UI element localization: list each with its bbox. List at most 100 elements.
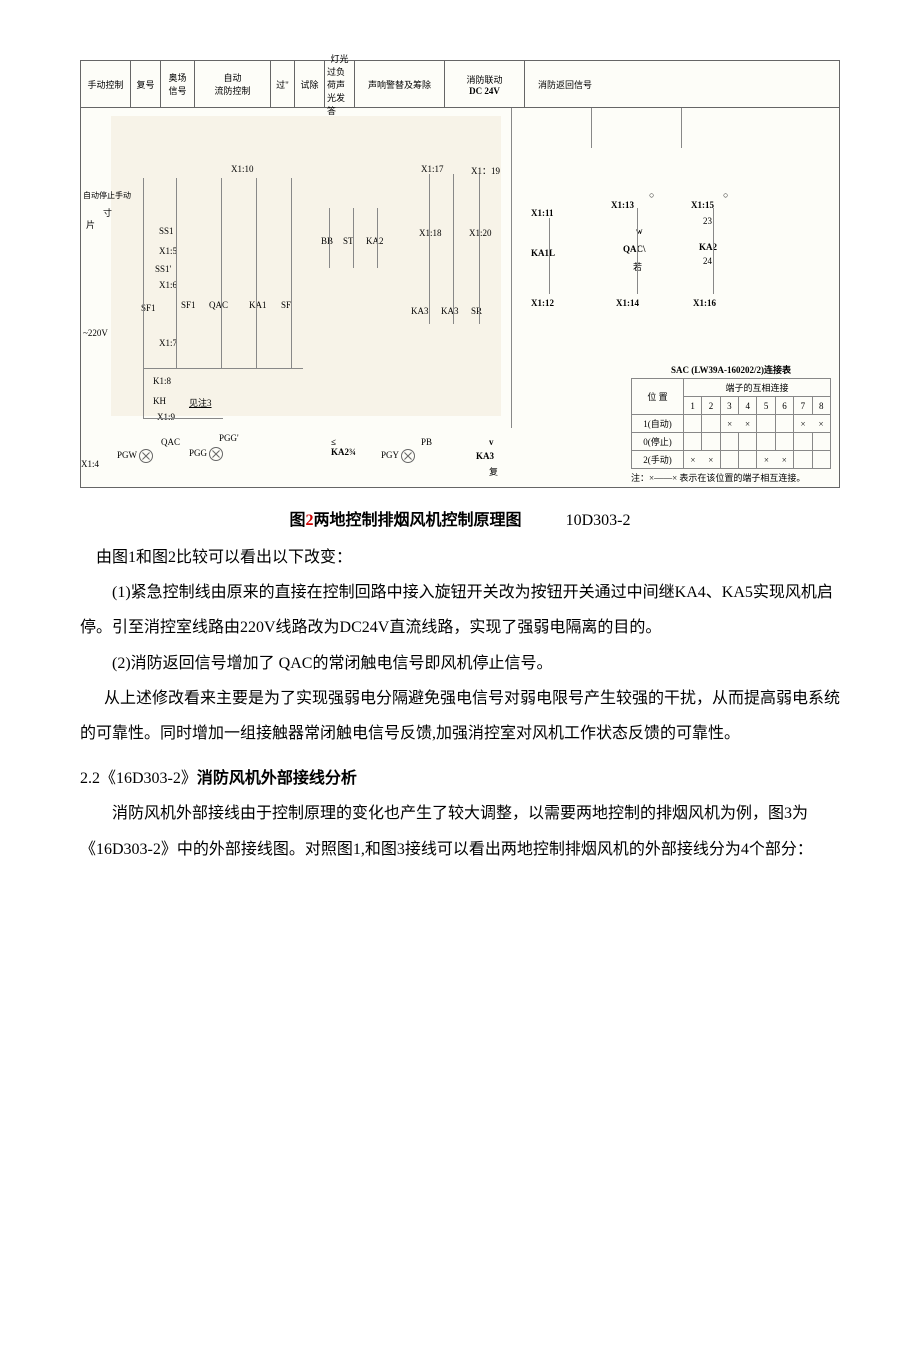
bottom-symbol: QAC [161, 437, 180, 447]
schematic-label: KA1 [249, 300, 267, 310]
schematic-label: X1:15 [691, 200, 714, 210]
schematic-label: QAC\ [623, 244, 646, 254]
schematic-label: X1:18 [419, 228, 442, 238]
header-cell: 复号 [131, 61, 161, 107]
table-header: 位 置 [632, 379, 684, 415]
wire [637, 208, 638, 294]
table-col-header: 3 [720, 397, 738, 415]
heading-prefix: 2.2《16D303-2》 [80, 770, 197, 787]
schematic-label: X1:13 [611, 200, 634, 210]
table-col-header: 4 [739, 397, 757, 415]
lamp-icon [139, 449, 153, 463]
bottom-symbol: KA3 [476, 451, 494, 461]
document-body: 由图1和图2比较可以看出以下改变： (1)紧急控制线由原来的直接在控制回路中接入… [80, 540, 840, 867]
connection-table-title: SAC (LW39A-160202/2)连接表 [631, 363, 831, 376]
header-cell: 奥场信号 [161, 61, 195, 107]
terminal-icon: ○ [723, 190, 728, 200]
figure-code: 10D303-2 [566, 512, 631, 530]
bottom-symbol: PGW [117, 449, 153, 463]
header-cell: 试除 [295, 61, 325, 107]
document-page: 手动控制复号奥场信号自动流防控制过"试除灯光过负荷声光发答声响警替及筹除消防联动… [0, 0, 920, 927]
table-cell: × [794, 415, 812, 433]
header-cell: 过" [271, 61, 295, 107]
bottom-symbol: PGY [381, 449, 415, 463]
wire [713, 208, 714, 294]
schematic-label: X1:7 [159, 338, 177, 348]
schematic-label: X1:10 [231, 164, 254, 174]
divider [591, 108, 592, 148]
schematic-label: SF [281, 300, 291, 310]
schematic-label: KH [153, 396, 166, 406]
figure-number: 2 [306, 512, 314, 529]
schematic-label: KA3 [441, 306, 459, 316]
table-cell [684, 415, 702, 433]
terminal-icon: ○ [649, 190, 654, 200]
schematic-label: KA3 [411, 306, 429, 316]
wire [221, 178, 222, 368]
paragraph: 由图1和图2比较可以看出以下改变： [80, 540, 840, 575]
wire [291, 178, 292, 368]
schematic-label: X1:16 [693, 298, 716, 308]
schematic-label: X1:20 [469, 228, 492, 238]
bottom-symbol: X1:4 [81, 459, 99, 469]
schematic-label: KA1L [531, 248, 555, 258]
paragraph: 消防风机外部接线由于控制原理的变化也产生了较大调整，以需要两地控制的排烟风机为例… [80, 796, 840, 866]
left-label: 自动停止手动 [83, 190, 131, 201]
left-label: 片 [86, 218, 95, 231]
schematic-label: X1:9 [157, 412, 175, 422]
header-cell: 自动流防控制 [195, 61, 271, 107]
schematic-diagram: 手动控制复号奥场信号自动流防控制过"试除灯光过负荷声光发答声响警替及筹除消防联动… [80, 60, 840, 488]
wire [176, 178, 177, 368]
schematic-label: SF1 [181, 300, 196, 310]
section-heading: 2.2《16D303-2》消防风机外部接线分析 [80, 761, 840, 796]
schematic-label: X1:6 [159, 280, 177, 290]
figure-caption: 图2两地控制排烟风机控制原理图 [290, 506, 522, 530]
schematic-label: QAC [209, 300, 228, 310]
schematic-label: BB [321, 236, 333, 246]
bottom-symbol: PGG' [219, 433, 239, 443]
table-col-header: 2 [702, 397, 720, 415]
table-cell [775, 415, 793, 433]
paragraph: (2)消防返回信号增加了 QAC的常闭触电信号即风机停止信号。 [80, 646, 840, 681]
header-cell: 声响警替及筹除 [355, 61, 445, 107]
num-label: 23 [703, 216, 712, 226]
schematic-label: X1:17 [421, 164, 444, 174]
wire [256, 178, 257, 368]
wire [143, 178, 144, 418]
bottom-symbol: PB [421, 437, 432, 447]
wire [429, 174, 430, 324]
table-col-header: 5 [757, 397, 775, 415]
schematic-label: 见注3 [189, 396, 212, 409]
figure-caption-row: 图2两地控制排烟风机控制原理图 10D303-2 [80, 506, 840, 530]
heading-bold: 消防风机外部接线分析 [197, 770, 357, 787]
lamp-icon [209, 447, 223, 461]
table-col-header: 6 [775, 397, 793, 415]
header-cell: 消防返回信号 [525, 61, 605, 107]
schematic-label: X1:14 [616, 298, 639, 308]
wire [143, 418, 223, 419]
schematic-label: SS1 [159, 226, 174, 236]
bottom-symbol: PGG [189, 447, 223, 461]
bottom-symbol: 复 [489, 465, 498, 478]
diagram-header-row: 手动控制复号奥场信号自动流防控制过"试除灯光过负荷声光发答声响警替及筹除消防联动… [80, 60, 840, 108]
lamp-icon [401, 449, 415, 463]
wire [329, 208, 330, 268]
table-cell [702, 415, 720, 433]
wire [353, 208, 354, 268]
wire [143, 368, 303, 369]
schematic-label: KA2 [366, 236, 384, 246]
schematic-label: X1:11 [531, 208, 554, 218]
num-label: 24 [703, 256, 712, 266]
divider [681, 108, 682, 148]
table-cell: × [812, 415, 830, 433]
table-col-header: 8 [812, 397, 830, 415]
header-cell: 灯光过负荷声光发答 [325, 61, 355, 107]
left-label: ~220V [83, 328, 108, 338]
paragraph: (1)紧急控制线由原来的直接在控制回路中接入旋钮开关改为按钮开关通过中间继KA4… [80, 575, 840, 645]
left-label: 寸 [103, 206, 112, 219]
bottom-symbol: ≤ KA2¾ [331, 437, 356, 457]
wire [453, 174, 454, 324]
table-header: 端子的互相连接 [684, 379, 831, 397]
bottom-symbol-row: X1:4PGW QACPGG PGG'≤ KA2¾PGY PBvKA3复 [81, 431, 839, 481]
schematic-label: SR [471, 306, 482, 316]
